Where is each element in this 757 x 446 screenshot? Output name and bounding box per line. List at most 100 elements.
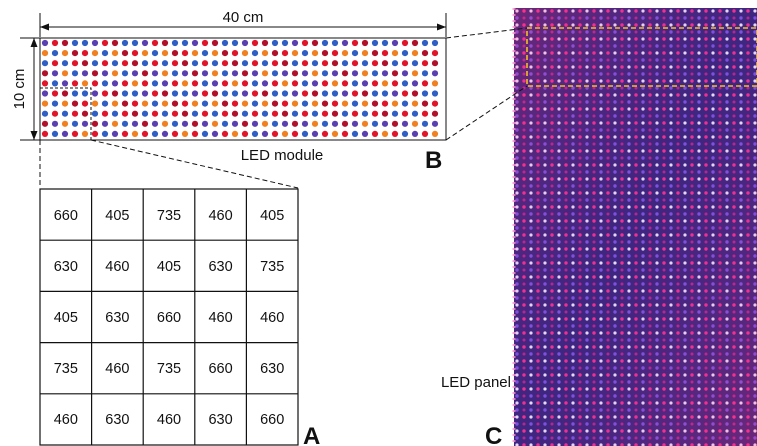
led-dot xyxy=(341,120,349,127)
zoom-line-upper xyxy=(445,27,528,39)
led-dot xyxy=(251,70,259,77)
led-dot xyxy=(231,120,239,127)
led-dot xyxy=(301,80,309,87)
led-dot xyxy=(81,90,89,97)
grid-cell: 405 xyxy=(260,208,284,224)
led-dot xyxy=(121,100,129,107)
led-dot xyxy=(271,70,279,77)
led-dot xyxy=(271,90,279,97)
led-dot xyxy=(61,70,69,77)
led-dot xyxy=(211,110,219,117)
led-dot xyxy=(391,39,399,47)
led-panel-photo xyxy=(512,8,757,446)
led-dot xyxy=(61,90,69,97)
led-dot xyxy=(211,50,219,57)
led-dot xyxy=(171,50,179,57)
led-dot xyxy=(211,130,219,137)
led-dot xyxy=(381,80,389,87)
led-dot xyxy=(111,50,119,57)
led-dot xyxy=(151,100,159,107)
led-dot xyxy=(81,130,89,137)
led-dot xyxy=(111,130,119,137)
led-dot xyxy=(71,80,79,87)
led-dot xyxy=(161,130,169,137)
led-dot xyxy=(71,39,79,47)
led-dot xyxy=(421,100,429,107)
highlight-subblock xyxy=(39,87,92,141)
led-dot xyxy=(181,60,189,67)
led-dot xyxy=(261,130,269,137)
led-dot xyxy=(171,130,179,137)
led-dot xyxy=(361,39,369,47)
led-dot xyxy=(361,100,369,107)
led-dot xyxy=(211,70,219,77)
led-dot xyxy=(371,39,379,47)
led-dot xyxy=(171,39,179,47)
led-dot xyxy=(341,39,349,47)
led-dot xyxy=(111,39,119,47)
led-dot xyxy=(371,110,379,117)
led-dot xyxy=(81,110,89,117)
led-dot xyxy=(121,120,129,127)
led-dot xyxy=(241,100,249,107)
led-dot xyxy=(111,110,119,117)
led-dot xyxy=(211,80,219,87)
led-dot xyxy=(91,50,99,57)
led-dot xyxy=(241,120,249,127)
led-dot xyxy=(431,70,439,77)
led-dot xyxy=(41,80,49,87)
led-dot xyxy=(161,70,169,77)
led-dot xyxy=(411,80,419,87)
led-dot xyxy=(101,130,109,137)
led-dot xyxy=(241,50,249,57)
led-dot xyxy=(381,120,389,127)
led-dot xyxy=(361,90,369,97)
led-dot xyxy=(361,50,369,57)
led-dot xyxy=(371,100,379,107)
led-dot xyxy=(151,110,159,117)
led-dot xyxy=(131,60,139,67)
led-dot xyxy=(191,100,199,107)
led-dot xyxy=(331,130,339,137)
led-dot xyxy=(181,130,189,137)
wavelength-grid: 660 405 735 460 405 630 460 405 630 735 … xyxy=(39,188,299,446)
led-dot xyxy=(401,120,409,127)
led-dot xyxy=(421,39,429,47)
led-dot xyxy=(121,130,129,137)
led-dot xyxy=(371,60,379,67)
grid-cell: 630 xyxy=(54,259,78,275)
led-dot xyxy=(141,50,149,57)
led-dot xyxy=(221,70,229,77)
led-dot xyxy=(281,120,289,127)
led-dot xyxy=(321,50,329,57)
led-dot xyxy=(71,120,79,127)
led-dot xyxy=(61,110,69,117)
led-dot xyxy=(251,100,259,107)
grid-outline xyxy=(39,188,299,446)
led-dot xyxy=(361,70,369,77)
led-dot xyxy=(231,130,239,137)
grid-cell: 660 xyxy=(157,310,181,326)
led-dot xyxy=(151,70,159,77)
led-dot xyxy=(101,100,109,107)
led-dot xyxy=(241,130,249,137)
led-dot xyxy=(281,100,289,107)
led-dot xyxy=(81,50,89,57)
panel-letter-c: C xyxy=(485,423,502,446)
led-dot xyxy=(221,39,229,47)
grid-cell: 460 xyxy=(54,412,78,428)
led-dot xyxy=(101,110,109,117)
led-dot xyxy=(121,90,129,97)
led-dot xyxy=(341,80,349,87)
led-dot xyxy=(201,130,209,137)
grid-cell: 735 xyxy=(54,361,78,377)
led-dot xyxy=(351,39,359,47)
led-dot xyxy=(431,60,439,67)
led-dot xyxy=(251,60,259,67)
led-dot xyxy=(71,110,79,117)
led-dot xyxy=(171,70,179,77)
led-dot xyxy=(381,60,389,67)
led-dot xyxy=(131,130,139,137)
led-dot xyxy=(321,80,329,87)
led-dot xyxy=(251,120,259,127)
